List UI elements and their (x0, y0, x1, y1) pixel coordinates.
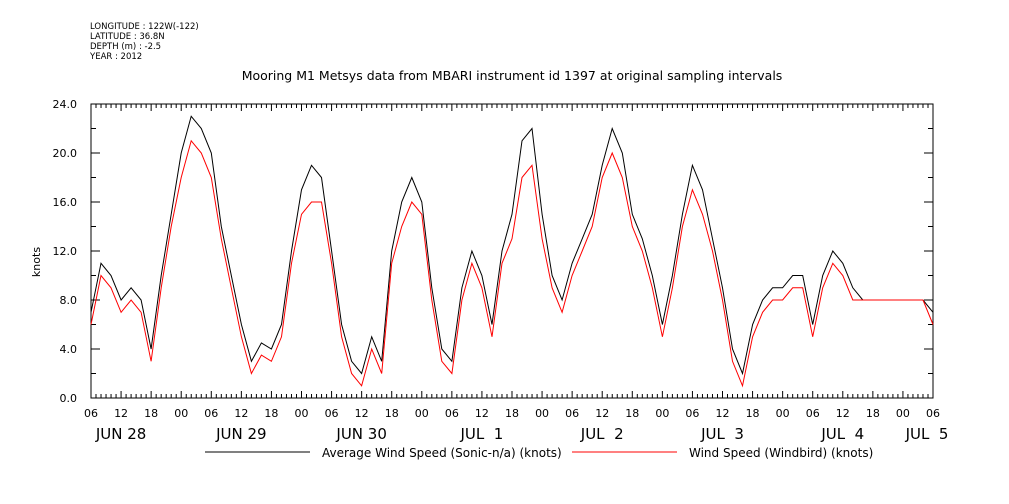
x-hour-label: 12 (475, 407, 489, 420)
x-hour-label: 00 (655, 407, 669, 420)
series-lines (90, 115, 934, 388)
x-hour-label: 06 (445, 407, 459, 420)
x-hour-label: 18 (264, 407, 278, 420)
x-hour-label: 18 (625, 407, 639, 420)
x-hour-label: 12 (355, 407, 369, 420)
x-day-label: JUL 5 (905, 425, 949, 443)
x-hour-label: 06 (84, 407, 98, 420)
x-hour-label: 00 (174, 407, 188, 420)
legend-label-average: Average Wind Speed (Sonic-n/a) (knots) (322, 446, 562, 460)
y-tick-label: 24.0 (53, 98, 78, 111)
x-day-label: JUL 2 (580, 425, 624, 443)
y-tick-label: 12.0 (53, 245, 78, 258)
x-hour-label: 12 (595, 407, 609, 420)
y-tick-label: 0.0 (60, 392, 78, 405)
y-tick-labels: 0.0 4.0 8.0 12.0 16.0 20.0 24.0 (53, 98, 78, 405)
x-hour-label: 18 (385, 407, 399, 420)
x-hour-label: 06 (325, 407, 339, 420)
legend-label-windbird: Wind Speed (Windbird) (knots) (689, 446, 873, 460)
chart-title: Mooring M1 Metsys data from MBARI instru… (242, 68, 783, 83)
metadata-block: LONGITUDE : 122W(-122) LATITUDE : 36.8N … (90, 22, 199, 62)
latitude-text: LATITUDE : 36.8N (90, 32, 165, 42)
x-hour-label: 06 (685, 407, 699, 420)
y-tick-label: 20.0 (53, 147, 78, 160)
y-tick-label: 16.0 (53, 196, 78, 209)
x-hour-label: 00 (295, 407, 309, 420)
x-hour-labels: 06 12 18 00 06 12 18 00 06 12 18 00 06 12 18 00 06 12 18 00… (84, 407, 940, 420)
y-axis-label: knots (30, 247, 43, 277)
x-hour-label: 18 (746, 407, 760, 420)
x-hour-label: 18 (505, 407, 519, 420)
longitude-text: LONGITUDE : 122W(-122) (90, 22, 199, 32)
x-day-label: JUL 1 (460, 425, 504, 443)
depth-text: DEPTH (m) : -2.5 (90, 42, 162, 52)
year-text: YEAR : 2012 (90, 52, 143, 62)
axis-ticks (90, 103, 934, 399)
x-hour-label: 00 (535, 407, 549, 420)
x-hour-label: 06 (204, 407, 218, 420)
x-hour-label: 06 (926, 407, 940, 420)
x-hour-label: 12 (716, 407, 730, 420)
x-hour-label: 18 (144, 407, 158, 420)
x-hour-label: 12 (114, 407, 128, 420)
x-day-label: JUN 28 (95, 425, 146, 443)
x-hour-label: 12 (234, 407, 248, 420)
x-hour-label: 00 (896, 407, 910, 420)
x-hour-label: 00 (776, 407, 790, 420)
legend: Average Wind Speed (Sonic-n/a) (knots) W… (205, 446, 873, 460)
x-hour-label: 00 (415, 407, 429, 420)
x-day-labels: JUN 28 JUN 29 JUN 30 JUL 1 JUL 2 JUL 3 JUL 4 JU… (95, 425, 949, 443)
x-day-label: JUN 30 (335, 425, 386, 443)
plot-frame (90, 103, 934, 399)
x-hour-label: 18 (866, 407, 880, 420)
y-tick-label: 4.0 (60, 343, 78, 356)
x-day-label: JUN 29 (215, 425, 266, 443)
x-hour-label: 06 (565, 407, 579, 420)
series-line-windbird-wind-speed (90, 139, 934, 388)
x-hour-label: 12 (836, 407, 850, 420)
x-day-label: JUL 4 (820, 425, 864, 443)
series-line-average-wind-speed (90, 115, 934, 376)
y-tick-label: 8.0 (60, 294, 78, 307)
x-hour-label: 06 (806, 407, 820, 420)
x-day-label: JUL 3 (700, 425, 744, 443)
